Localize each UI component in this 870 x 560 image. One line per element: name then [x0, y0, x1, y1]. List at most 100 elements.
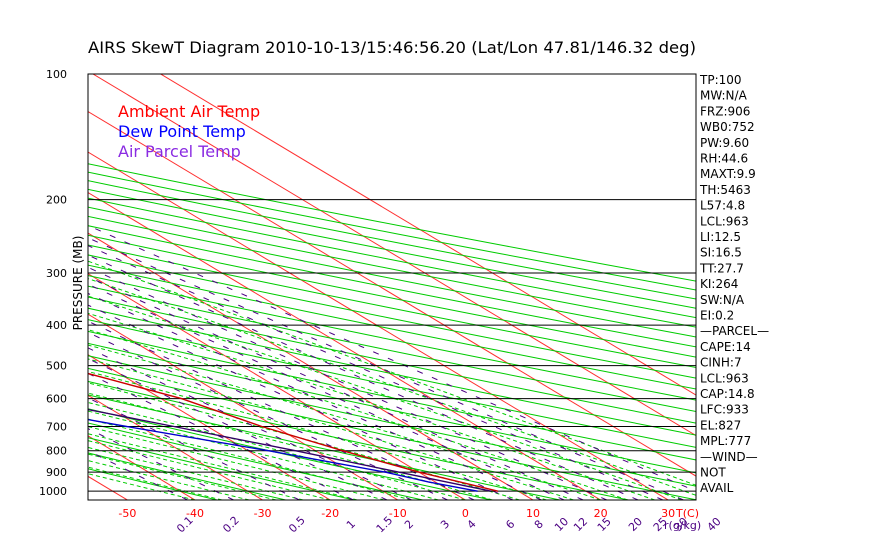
- mixing-ratio-line: [88, 372, 354, 500]
- bottom-temperature-tick-label: 20: [594, 507, 608, 520]
- moist-adiabat-line: [88, 260, 696, 486]
- mixing-ratio-tick-label: 10: [552, 515, 571, 534]
- dry-adiabat-line: [88, 197, 696, 319]
- mixing-ratio-line: [88, 304, 514, 500]
- index-item: LCL:963: [700, 214, 749, 228]
- dry-adiabat-line: [88, 244, 696, 368]
- dry-adiabat-line: [88, 254, 696, 379]
- dry-adiabat-line: [88, 367, 696, 500]
- index-item: WB0:752: [700, 120, 755, 134]
- mixing-ratio-line: [88, 397, 300, 500]
- isotherm-line: [88, 435, 196, 500]
- mixing-ratio-line: [88, 224, 696, 492]
- mixing-ratio-line: [88, 347, 412, 500]
- moist-adiabat-line: [88, 370, 547, 500]
- moist-adiabat-line: [88, 433, 358, 500]
- pressure-tick-label: 900: [46, 466, 67, 479]
- index-item: MW:N/A: [700, 89, 748, 103]
- mixing-ratio-tick-label: 0.5: [286, 514, 308, 536]
- moist-adiabat-line: [88, 460, 250, 500]
- dry-adiabat-line: [88, 225, 696, 348]
- index-item: FRZ:906: [700, 104, 750, 118]
- mixing-ratio-tick-label: 0.2: [220, 514, 242, 536]
- dry-adiabat-line: [88, 408, 494, 500]
- dry-adiabat-line: [88, 422, 426, 500]
- bottom-temperature-tick-label: 0: [462, 507, 469, 520]
- index-item: RH:44.6: [700, 152, 748, 166]
- mixing-ratio-line: [88, 450, 188, 500]
- dry-adiabat-line: [88, 394, 563, 500]
- dry-adiabat-line: [88, 180, 696, 300]
- pressure-tick-label: 200: [46, 194, 67, 207]
- index-item: EI:0.2: [700, 309, 734, 323]
- moist-adiabat-line: [88, 446, 304, 500]
- series-line: [88, 372, 499, 492]
- index-item: LCL:963: [700, 371, 749, 385]
- legend-entry: Air Parcel Temp: [118, 142, 241, 161]
- pressure-tick-label: 400: [46, 319, 67, 332]
- mixing-ratio-line: [88, 292, 542, 500]
- mixing-ratio-line: [88, 331, 448, 500]
- plot-grid: [0, 60, 696, 512]
- isotherm-line: [88, 313, 399, 500]
- pressure-tick-label: 800: [46, 445, 67, 458]
- index-item: CINH:7: [700, 356, 742, 370]
- legend-entry: Ambient Air Temp: [118, 102, 260, 121]
- dry-adiabat-line: [88, 234, 696, 358]
- dry-adiabat-line: [88, 307, 696, 436]
- pressure-tick-label: 500: [46, 360, 67, 373]
- index-item: SW:N/A: [700, 293, 745, 307]
- y-axis-label: PRESSURE (MB): [71, 236, 85, 331]
- x-axis-unit-label: T(C): [675, 507, 699, 520]
- index-item: L57:4.8: [700, 199, 745, 213]
- dry-adiabat-line: [88, 188, 696, 309]
- bottom-temperature-tick-label: -40: [186, 507, 204, 520]
- index-item: TT:27.7: [699, 261, 744, 275]
- pressure-tick-label: 100: [46, 68, 67, 81]
- mixing-ratio-tick-label: 40: [705, 515, 724, 534]
- dry-adiabat-line: [88, 171, 696, 291]
- mixing-ratio-line: [88, 254, 639, 500]
- index-item: AVAIL: [700, 481, 734, 495]
- moist-adiabat-line: [88, 382, 520, 500]
- index-item: MAXT:9.9: [700, 167, 756, 181]
- bottom-temperature-tick-label: -30: [254, 507, 272, 520]
- index-item: NOT: [700, 466, 726, 480]
- bottom-temperature-tick-label: 10: [526, 507, 540, 520]
- mixing-ratio-unit-label: r(g/kg): [664, 519, 701, 532]
- mixing-ratio-line: [88, 358, 388, 500]
- isotherm-line: [0, 60, 80, 512]
- plot-frame: [87, 73, 697, 501]
- mixing-ratio-line: [88, 320, 475, 500]
- index-item: SI:16.5: [700, 246, 742, 260]
- bottom-temperature-tick-label: 30: [661, 507, 675, 520]
- mixing-ratio-tick-label: 8: [532, 517, 546, 531]
- mixing-ratio-tick-label: 3: [438, 517, 452, 531]
- moist-adiabat-line: [88, 358, 574, 500]
- mixing-ratio-tick-label: 4: [465, 517, 479, 531]
- index-item: TP:100: [699, 73, 742, 87]
- isotherm-line: [88, 192, 602, 500]
- bottom-temperature-tick-label: -10: [389, 507, 407, 520]
- series-line: [88, 408, 492, 492]
- index-item: KI:264: [700, 277, 738, 291]
- legend-entry: Dew Point Temp: [118, 122, 246, 141]
- isotherm-line: [92, 74, 696, 437]
- index-item: EL:827: [700, 418, 741, 432]
- pressure-tick-label: 600: [46, 393, 67, 406]
- dry-adiabat-line: [88, 264, 696, 390]
- pressure-tick-label: 1000: [39, 485, 67, 498]
- mixing-ratio-tick-label: 12: [571, 515, 590, 534]
- dry-adiabat-line: [88, 319, 696, 448]
- mixing-ratio-line: [88, 428, 234, 500]
- chart-title: AIRS SkewT Diagram 2010-10-13/15:46:56.2…: [88, 38, 696, 57]
- dry-adiabat-line: [88, 342, 696, 474]
- dry-adiabat-line: [88, 215, 696, 338]
- dry-adiabat-line: [88, 380, 631, 500]
- index-item: LI:12.5: [700, 230, 741, 244]
- moist-adiabat-line: [88, 440, 331, 500]
- index-item: TH:5463: [699, 183, 751, 197]
- moist-adiabat-line: [88, 466, 223, 500]
